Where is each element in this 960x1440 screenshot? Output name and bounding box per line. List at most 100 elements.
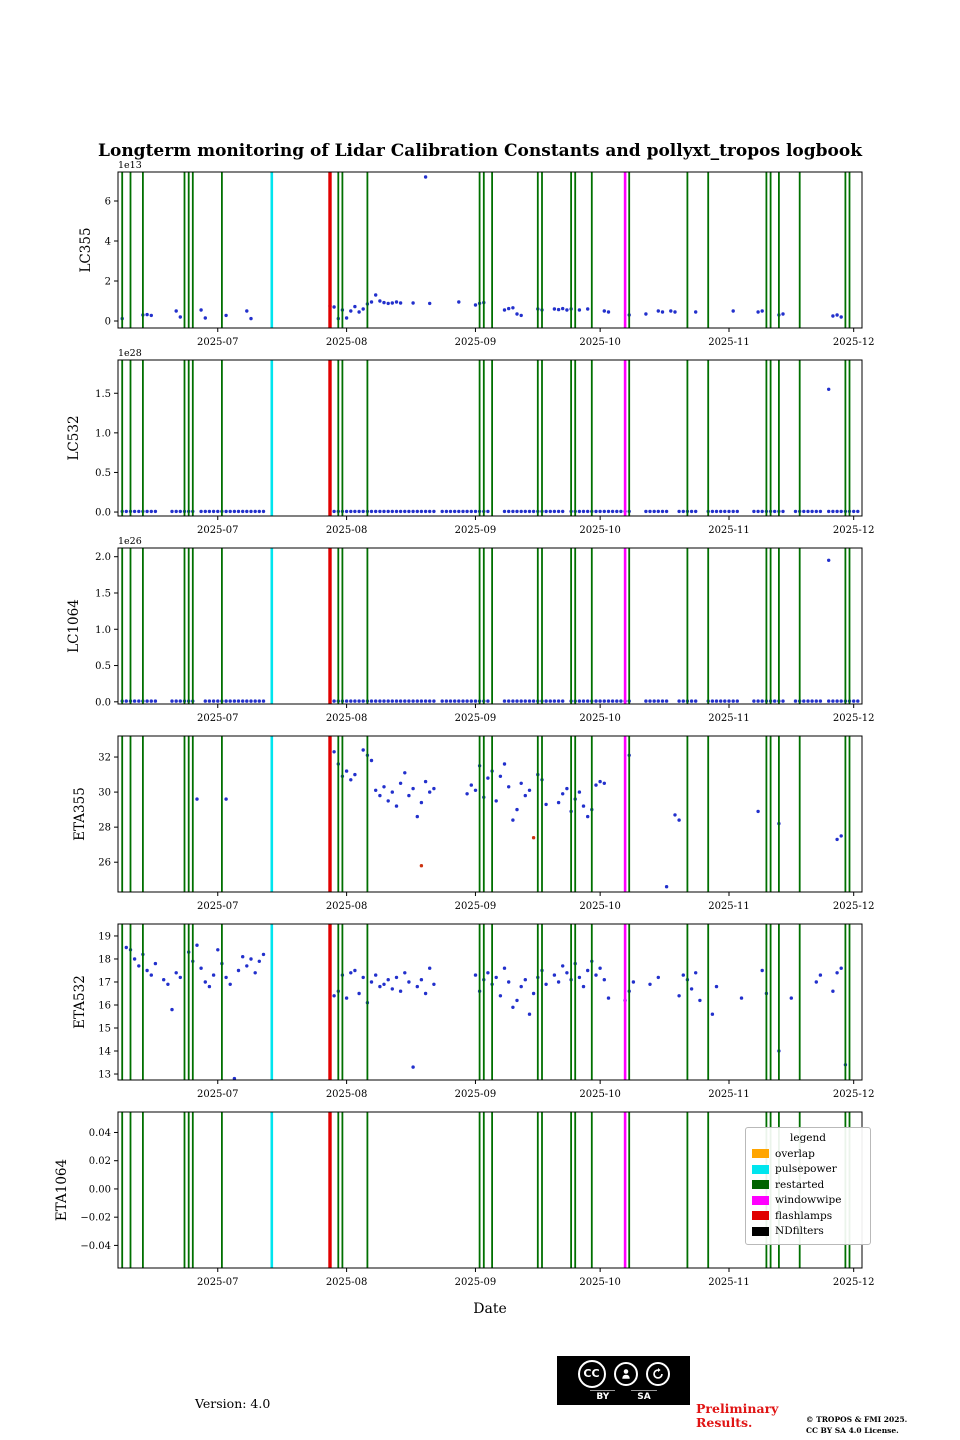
data-point — [361, 509, 365, 514]
data-point — [257, 959, 261, 963]
data-point — [527, 1012, 532, 1016]
data-point — [382, 699, 386, 703]
data-point — [199, 308, 203, 312]
y-axis-title-LC532: LC532 — [66, 415, 82, 460]
legend-swatch-restarted — [752, 1180, 769, 1190]
legend-swatch-NDfilters — [752, 1226, 769, 1236]
data-point — [835, 313, 839, 317]
data-point — [727, 509, 731, 514]
x-tick-label: 2025-08 — [326, 901, 368, 912]
data-point — [602, 699, 606, 703]
figure-title: Longterm monitoring of Lidar Calibration… — [98, 141, 862, 161]
cc-sa-label: SA — [631, 1389, 657, 1402]
data-point — [332, 994, 336, 998]
data-point — [594, 509, 598, 514]
data-point — [378, 299, 382, 303]
data-point — [132, 509, 137, 514]
x-tick-label: 2025-10 — [579, 1277, 621, 1288]
data-point — [245, 509, 249, 514]
data-point — [207, 984, 212, 989]
data-point — [756, 809, 760, 814]
data-point — [241, 955, 245, 959]
data-point — [398, 509, 403, 514]
data-point — [357, 699, 361, 703]
data-point — [515, 807, 519, 812]
data-point — [827, 509, 831, 514]
data-point — [199, 966, 203, 970]
data-point — [802, 509, 806, 514]
data-point — [486, 699, 490, 703]
data-point — [773, 509, 777, 514]
data-point — [527, 509, 532, 514]
data-point — [689, 987, 694, 991]
data-point — [124, 509, 128, 514]
legend-item-flashlamps: flashlamps — [752, 1208, 864, 1224]
data-point — [374, 509, 378, 514]
data-point — [602, 509, 606, 514]
data-point — [673, 813, 677, 817]
y-tick-label: 6 — [105, 197, 111, 208]
data-point — [216, 948, 220, 952]
data-point — [465, 509, 469, 514]
data-point — [648, 699, 652, 703]
data-point — [594, 783, 598, 787]
data-point — [565, 971, 569, 975]
data-point — [694, 310, 698, 314]
data-point — [353, 699, 357, 703]
data-point — [253, 509, 257, 514]
data-point — [802, 699, 806, 703]
data-point — [831, 314, 835, 318]
data-point — [390, 790, 394, 794]
y-axis-title-ETA1064: ETA1064 — [54, 1159, 70, 1221]
data-point — [677, 994, 681, 998]
legend-item-windowwipe: windowwipe — [752, 1193, 864, 1209]
y-tick-label: 32 — [98, 753, 111, 764]
data-point — [652, 509, 656, 514]
plot-frame — [117, 923, 863, 1081]
data-point — [149, 313, 153, 318]
data-point — [527, 788, 532, 792]
cc-by-label: BY — [590, 1389, 616, 1402]
data-point — [644, 699, 648, 703]
plot-frame — [117, 547, 863, 705]
data-point — [332, 750, 336, 754]
data-point — [515, 312, 519, 316]
data-point — [556, 699, 561, 703]
data-point — [519, 313, 523, 318]
data-point — [577, 308, 582, 312]
data-point — [827, 558, 831, 562]
data-point — [544, 699, 548, 703]
data-point — [195, 943, 199, 947]
data-point — [498, 994, 503, 998]
data-point — [224, 975, 228, 980]
subplot-LC355: 0 2 4 6 2025-07 2025-08 2025-09 2025-10 2025-11 2… — [78, 160, 874, 348]
data-point — [423, 699, 428, 703]
y-tick-label: −0.02 — [80, 1213, 111, 1224]
y-tick-label: 28 — [98, 823, 111, 834]
data-point — [660, 699, 665, 703]
x-tick-label: 2025-10 — [579, 337, 621, 348]
data-point — [664, 699, 669, 703]
data-point — [586, 814, 590, 819]
data-point — [166, 982, 170, 986]
data-point — [465, 699, 469, 703]
data-point — [814, 699, 818, 703]
y-tick-label: 0.5 — [95, 468, 111, 479]
data-point — [831, 989, 835, 993]
x-tick-label: 2025-11 — [708, 901, 750, 912]
y-tick-label: 0.04 — [89, 1128, 111, 1139]
data-point — [369, 300, 374, 304]
version-text: Version: 4.0 — [195, 1396, 271, 1411]
data-point — [681, 509, 685, 514]
data-point — [349, 699, 353, 703]
data-point — [419, 509, 424, 514]
data-point — [415, 699, 419, 703]
data-point — [461, 509, 465, 514]
data-point — [544, 982, 548, 986]
data-point — [810, 509, 814, 514]
data-point — [507, 699, 511, 703]
data-point — [515, 699, 519, 703]
x-tick-label: 2025-10 — [579, 1089, 621, 1100]
data-point — [511, 509, 515, 514]
